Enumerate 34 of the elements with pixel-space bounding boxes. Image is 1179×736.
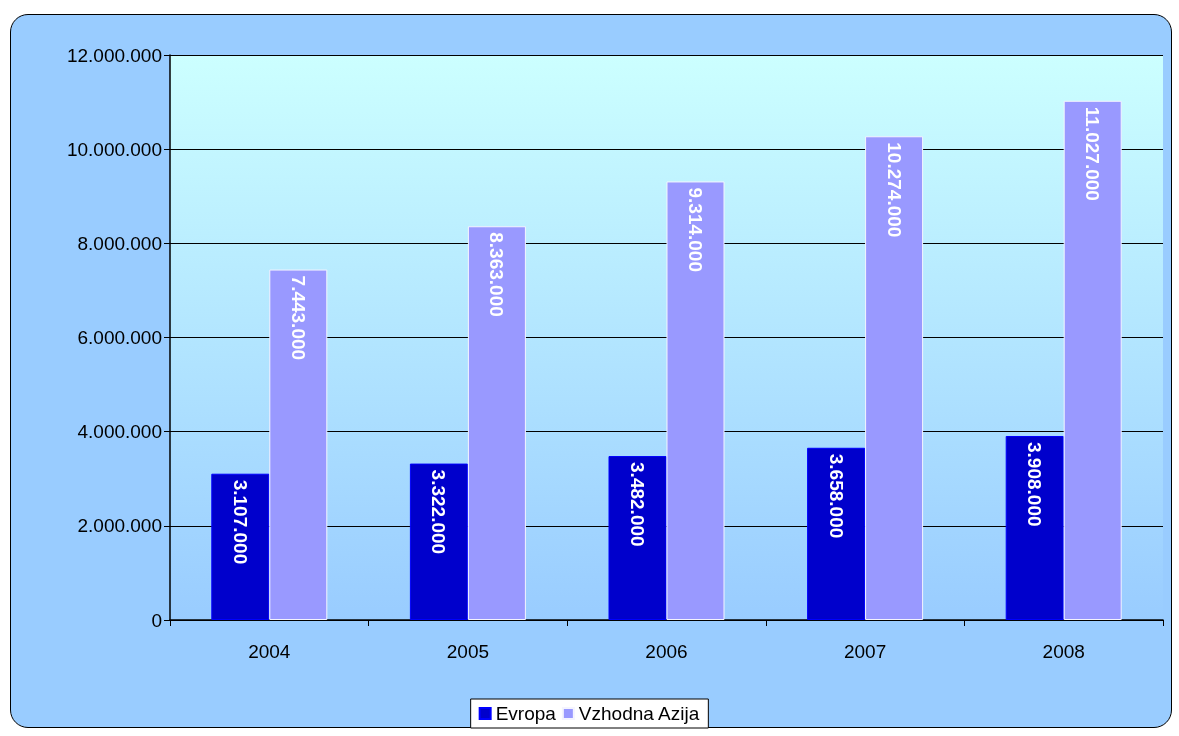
- data-label: 9.314.000: [685, 187, 706, 272]
- bar: [211, 473, 270, 620]
- x-tick-label: 2005: [446, 641, 490, 662]
- data-label: 3.482.000: [627, 462, 648, 547]
- data-label: 3.107.000: [229, 479, 251, 565]
- x-tick-label: 2007: [843, 641, 887, 662]
- legend-label: Vzhodna Azija: [578, 703, 700, 724]
- data-label: 7.443.000: [287, 275, 309, 361]
- y-tick-label: 4.000.000: [77, 421, 162, 443]
- y-tick-label: 6.000.000: [77, 327, 162, 348]
- x-tick-label: 2008: [1042, 641, 1085, 662]
- data-label: 8.363.000: [486, 232, 508, 317]
- bar: [1005, 436, 1064, 620]
- bar: [865, 136, 924, 620]
- bar: [666, 181, 725, 620]
- data-label: 3.322.000: [428, 469, 450, 555]
- x-tick-label: 2004: [248, 641, 291, 662]
- y-tick-label: 2.000.000: [77, 515, 162, 537]
- data-label: 10.274.000: [883, 142, 905, 238]
- y-tick-label: 12.000.000: [66, 44, 162, 66]
- data-label: 3.908.000: [1024, 442, 1046, 527]
- x-tick-label: 2006: [645, 641, 688, 662]
- data-label: 11.027.000: [1082, 106, 1104, 201]
- legend-label: Evropa: [495, 703, 557, 724]
- bar: [1063, 100, 1122, 620]
- bar: [409, 463, 468, 620]
- y-tick-label: 10.000.000: [66, 138, 162, 160]
- y-tick-label: 0: [151, 609, 162, 631]
- y-tick-label: 8.000.000: [77, 232, 162, 254]
- data-label: 3.658.000: [825, 453, 847, 539]
- bar: [467, 226, 526, 620]
- bar: [269, 269, 328, 620]
- bar: [608, 456, 667, 620]
- bar: [807, 447, 866, 620]
